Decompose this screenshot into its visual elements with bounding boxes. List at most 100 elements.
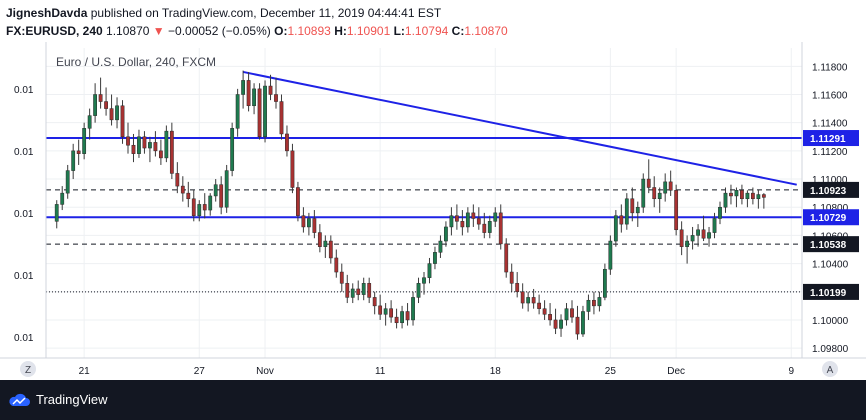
candle-down (153, 142, 158, 152)
candle-up (707, 232, 711, 239)
candle-up (433, 252, 437, 264)
candle-down (592, 299, 596, 307)
candle-down (126, 136, 130, 146)
candle-down (504, 243, 509, 273)
candle-up (427, 263, 432, 278)
time-tick-label: 25 (605, 366, 617, 377)
time-tick-label: Dec (667, 366, 685, 377)
candle-down (317, 232, 322, 247)
candle-down (120, 105, 125, 138)
candle-up (718, 206, 722, 219)
auto-scale-button[interactable]: A (822, 361, 838, 377)
change-down-icon: ▼ (152, 24, 165, 38)
candle-up (208, 195, 213, 211)
cloud-icon (9, 393, 30, 406)
candle-down (339, 271, 344, 284)
candle-up (306, 218, 311, 228)
candle-down (482, 223, 487, 233)
candle-down (460, 221, 465, 228)
time-axis[interactable]: 21 27 Nov 11 18 25 Dec 9 (79, 366, 795, 377)
chart-title: Euro / U.S. Dollar, 240, FXCM (56, 55, 216, 69)
candle-up (230, 128, 235, 171)
candle-up (213, 184, 218, 197)
candle-down (372, 297, 377, 307)
candle-down (729, 192, 733, 197)
left-axis-button[interactable]: Z (20, 361, 36, 377)
candle-up (71, 150, 76, 171)
high-label: H: (334, 24, 347, 38)
tradingview-logo[interactable]: TradingView (8, 392, 108, 407)
candle-up (197, 204, 202, 216)
candle-up (581, 311, 585, 335)
candlestick-chart[interactable]: 1.11800 1.11600 1.11400 1.11200 1.11000 1.108… (0, 42, 866, 380)
candle-down (619, 215, 624, 225)
candle-down (389, 308, 394, 318)
left-axis[interactable]: 0.01 0.01 0.01 0.01 0.01 (14, 85, 34, 344)
left-axis-tick-label: 0.01 (14, 333, 34, 344)
candle-up (241, 80, 246, 95)
close-label: C: (451, 24, 465, 38)
candle-up (635, 206, 640, 214)
candle-down (219, 184, 224, 208)
auto-scale-button-label: A (827, 365, 834, 376)
candle-up (263, 85, 267, 138)
level-price-tag (803, 130, 859, 147)
level-price-tags: 1.11291 1.10729 1.10923 1.10538 1.10199 (803, 130, 859, 300)
open-label: O: (274, 24, 288, 38)
left-axis-tick-label: 0.01 (14, 85, 34, 96)
candle-down (131, 144, 136, 154)
candle-down (509, 271, 514, 284)
resistance-trendline[interactable] (242, 70, 797, 186)
price-tick-label: 1.10800 (812, 203, 849, 214)
candle-up (449, 215, 454, 228)
candle-down (537, 302, 542, 309)
candle-down (515, 283, 520, 293)
candle-down (191, 198, 196, 216)
candle-up (93, 94, 98, 116)
candle-up (657, 192, 662, 200)
close-value: 1.10870 (464, 24, 508, 38)
candle-down (476, 218, 481, 225)
price-tick-label: 1.11600 (812, 91, 848, 102)
candle-up (422, 277, 426, 284)
candle-down (405, 311, 410, 321)
candle-down (334, 257, 339, 273)
candle-up (624, 198, 629, 225)
candle-down (471, 212, 476, 219)
candle-down (668, 181, 673, 191)
footer-bar: TradingView (0, 380, 866, 420)
candle-up (685, 240, 690, 247)
trendline-group[interactable] (242, 70, 797, 186)
candle-down (367, 283, 372, 298)
candle-up (224, 170, 229, 208)
candle-up (690, 235, 695, 242)
candle-down (180, 185, 185, 194)
candle-down (279, 101, 284, 135)
candle-down (301, 215, 306, 228)
candle-up (597, 297, 602, 307)
candle-up (87, 115, 92, 129)
left-axis-tick-label: 0.01 (14, 209, 34, 220)
candle-down (701, 229, 706, 239)
candle-up (54, 204, 59, 222)
candle-up (641, 178, 646, 208)
level-price-tag (803, 283, 859, 300)
chart-area[interactable]: 1.11800 1.11600 1.11400 1.11200 1.11000 1.108… (0, 42, 866, 380)
last-price: 1.10870 (106, 24, 150, 38)
price-tick-label: 1.09800 (812, 344, 849, 355)
author-name[interactable]: JigneshDavda (6, 6, 88, 20)
chart-background (0, 42, 866, 380)
level-price-tag (803, 181, 859, 198)
candle-down (104, 101, 108, 109)
candle-down (76, 150, 81, 154)
candle-up (252, 88, 256, 107)
symbol-label[interactable]: FX:EURUSD, 240 (6, 24, 103, 38)
candle-up (416, 283, 421, 298)
candle-up (602, 268, 607, 298)
candle-down (454, 215, 459, 222)
candle-down (169, 130, 174, 174)
level-price-tag-text: 1.10923 (810, 186, 847, 197)
time-tick-label: 27 (194, 366, 206, 377)
candle-down (257, 88, 262, 138)
price-tick-label: 1.11800 (812, 62, 848, 73)
